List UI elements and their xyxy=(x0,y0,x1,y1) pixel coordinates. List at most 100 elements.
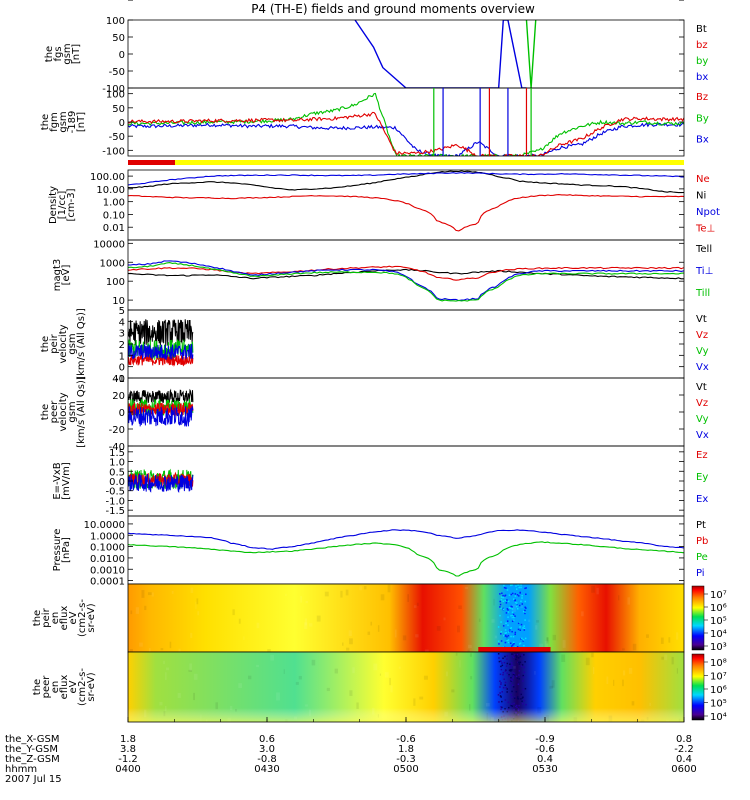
peir_spec-noise xyxy=(519,642,522,644)
peer_spec-ylabel: peer xyxy=(41,675,52,699)
peer_vel-ytick-label: 40 xyxy=(112,374,125,385)
density-ytick-label: 1.00 xyxy=(103,198,125,209)
peir_spec-noise xyxy=(506,589,509,591)
peir_spec-noise xyxy=(510,635,512,638)
peir_vel-ytick-label: 0 xyxy=(119,363,125,374)
efield-ytick-label: -0.5 xyxy=(105,487,125,498)
temp-ylabel: [eV] xyxy=(61,265,72,286)
peir_spec-noise xyxy=(525,593,527,596)
peer-low-energy-band xyxy=(128,652,684,722)
density-series-Ni xyxy=(128,170,684,194)
peir_spec-noise xyxy=(514,615,516,617)
x-tick-label-y: 3.8 xyxy=(120,744,136,755)
temp-legend-2: Till xyxy=(695,288,710,299)
peir_spec-noise xyxy=(507,624,509,626)
x-tick-label-z: 0.4 xyxy=(676,754,692,765)
peir_spec-texture xyxy=(190,587,194,594)
peir_spec-noise xyxy=(516,608,519,610)
peir_spec-noise xyxy=(502,625,505,627)
peer_spec-colorbar-label: 10⁷ xyxy=(710,672,727,683)
peir_spec-noise xyxy=(521,594,523,597)
peir_spec-ytick-label: 100 xyxy=(106,0,125,3)
peir_spec-texture xyxy=(316,615,321,622)
fgs-legend-2: by xyxy=(696,56,708,67)
density-frame xyxy=(127,169,685,241)
peir_spec-texture xyxy=(464,586,468,590)
peir_spec-texture xyxy=(458,605,462,610)
peir_spec-plot-area xyxy=(128,584,684,652)
peir_spec-noise xyxy=(504,599,506,602)
peir_spec-texture xyxy=(135,607,139,614)
peir_spec-noise xyxy=(514,593,517,595)
peir_spec-texture xyxy=(467,649,470,652)
pressure-ylabel: [nPa] xyxy=(61,537,72,563)
peir_spec-noise xyxy=(518,586,520,589)
peir_spec-noise xyxy=(518,643,521,645)
peir_spec-texture xyxy=(505,635,509,643)
peir_vel-ylabel: velocity xyxy=(58,324,69,363)
peir_spec-noise xyxy=(500,640,503,642)
peir_spec-texture xyxy=(581,611,584,617)
peir_spec-texture xyxy=(346,647,350,651)
peir_spec-noise xyxy=(514,595,517,597)
peir_spec-noise xyxy=(507,616,509,618)
peir_spec-texture xyxy=(341,642,344,646)
peir_spec-noise xyxy=(505,632,508,634)
peir_spec-noise xyxy=(499,614,501,617)
peir_spec-noise xyxy=(499,603,502,606)
peir_spec-noise xyxy=(512,614,514,617)
peir_spec-ylabel: en xyxy=(50,612,61,625)
peir_vel-ylabel: the xyxy=(40,336,51,352)
panel-efield: 1.51.00.50.0-0.5-1.0-1.5 E=-VxB[mV/m] Ez Ey… xyxy=(52,445,708,517)
peer_spec-ylabel: the xyxy=(32,679,43,695)
fgm-ylabel: [nT] xyxy=(76,112,87,132)
fgs-plot-area xyxy=(354,20,537,88)
peir_spec-texture xyxy=(169,641,172,649)
x-tick-label-y: 3.0 xyxy=(259,744,275,755)
peir_spec-noise xyxy=(502,600,504,603)
peir_spec-noise xyxy=(517,584,519,586)
peir_spec-ylabel: eflux xyxy=(59,606,70,631)
peir_spec-noise xyxy=(522,627,524,629)
peir_spec-texture xyxy=(535,625,538,630)
row-label-hhmm: hhmm xyxy=(5,764,37,775)
peir_spec-noise xyxy=(506,635,508,638)
density-ytick-label: 10.00 xyxy=(96,185,125,196)
peir_spec-texture xyxy=(436,626,441,631)
efield-legend-2: Ex xyxy=(696,494,708,505)
efield-legend-0: Ez xyxy=(696,450,708,461)
peir_vel-ytick-label: 3 xyxy=(119,329,125,340)
peir_spec-noise xyxy=(506,639,508,642)
peer_spec-ytick-label: 10000 xyxy=(93,0,125,3)
peir_spec-texture xyxy=(539,643,544,650)
peir_spec-noise xyxy=(515,585,517,587)
peir_vel-burst xyxy=(128,353,194,367)
row-label-z-gsm: the_Z-GSM xyxy=(5,754,60,765)
peir_spec-texture xyxy=(304,622,308,630)
peir_spec-noise xyxy=(524,609,526,612)
pressure-ytick-label: 0.1000 xyxy=(90,543,125,554)
temp-ytick-label: 10000 xyxy=(93,239,125,250)
peir_spec-texture xyxy=(394,629,397,638)
temp-plot-area xyxy=(128,260,684,302)
row-label-x-gsm: the_X-GSM xyxy=(5,734,59,745)
peer_spec-texture xyxy=(523,721,527,722)
status-bar-yellow xyxy=(175,160,684,165)
fgm-ytick-label: 100 xyxy=(106,90,125,101)
peir_spec-texture xyxy=(171,590,174,594)
density-legend-2: Npot xyxy=(696,207,720,218)
temp-ytick-label: 10 xyxy=(112,296,125,307)
peir_spec-noise xyxy=(513,598,515,600)
peir_spec-texture xyxy=(300,596,302,603)
peer_spec-colorbar-label: 10⁸ xyxy=(710,658,727,669)
temp-ytick-label: 1000 xyxy=(100,258,125,269)
peer_spec-ytick-label: 100 xyxy=(106,0,125,3)
fgm-ytick-label: 0 xyxy=(119,118,125,129)
fgs-legend-1: bz xyxy=(696,40,708,51)
peir_spec-texture xyxy=(148,648,151,652)
peer_vel-ytick-label: 0 xyxy=(119,408,125,419)
peir_spec-texture xyxy=(552,634,557,641)
